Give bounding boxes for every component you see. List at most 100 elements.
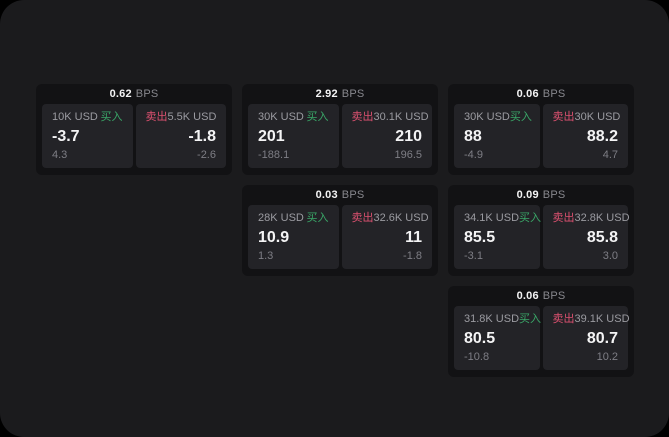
buy-amount-label: 30K USD — [464, 111, 510, 123]
buy-sub-value: -10.8 — [464, 351, 490, 363]
bps-header: 0.06 BPS — [448, 84, 634, 104]
buy-main-value: -3.7 — [52, 128, 80, 145]
buy-amount-label: 10K USD — [52, 111, 98, 123]
buy-main-value: 85.5 — [464, 229, 496, 246]
sell-main-value: 11 — [405, 229, 422, 246]
buy-main-value: 201 — [258, 128, 285, 145]
buy-sub-value: -4.9 — [464, 149, 483, 161]
quote-card-body: 34.1K USD 买入 85.5 -3.1 卖出 32.8K USD 85.8… — [448, 205, 634, 276]
buy-main-value: 80.5 — [464, 330, 496, 347]
sell-main-value: 80.7 — [586, 330, 618, 347]
sell-panel[interactable]: 卖出 30.1K USD 210 196.5 — [341, 104, 432, 168]
sell-panel-header: 卖出 32.6K USD — [351, 212, 429, 225]
bps-unit-label: BPS — [542, 290, 566, 302]
buy-sub-value: 4.3 — [52, 149, 68, 161]
sell-panel-header: 卖出 32.8K USD — [552, 212, 630, 225]
bps-value: 0.62 — [109, 88, 132, 100]
sell-main-value: 88.2 — [586, 128, 618, 145]
quote-card: 0.62 BPS 10K USD 买入 -3.7 4.3 卖出 5.5K USD… — [36, 84, 232, 175]
buy-side-label: 买入 — [519, 313, 542, 325]
buy-panel-header: 28K USD 买入 — [258, 212, 329, 225]
sell-side-label: 卖出 — [351, 111, 374, 123]
buy-panel[interactable]: 10K USD 买入 -3.7 4.3 — [42, 104, 133, 168]
sell-side-label: 卖出 — [552, 111, 575, 123]
bps-unit-label: BPS — [542, 88, 566, 100]
sell-amount-label: 30K USD — [574, 111, 621, 123]
quote-card-body: 30K USD 买入 88 -4.9 卖出 30K USD 88.2 4.7 — [448, 104, 634, 175]
sell-panel-header: 卖出 39.1K USD — [552, 313, 630, 326]
quote-card: 2.92 BPS 30K USD 买入 201 -188.1 卖出 30.1K … — [242, 84, 438, 175]
buy-sub-value: 1.3 — [258, 250, 274, 262]
quote-card: 0.03 BPS 28K USD 买入 10.9 1.3 卖出 32.6K US… — [242, 185, 438, 276]
bps-header: 0.62 BPS — [36, 84, 232, 104]
sell-panel-header: 卖出 30.1K USD — [351, 111, 429, 124]
buy-panel-header: 34.1K USD 买入 — [464, 212, 541, 225]
buy-amount-label: 34.1K USD — [464, 212, 520, 224]
sell-amount-label: 32.6K USD — [373, 212, 429, 224]
bps-value: 0.03 — [315, 189, 338, 201]
bps-unit-label: BPS — [341, 88, 365, 100]
bps-value: 0.09 — [516, 189, 539, 201]
quote-card: 0.06 BPS 30K USD 买入 88 -4.9 卖出 30K USD 8… — [448, 84, 634, 175]
sell-side-label: 卖出 — [351, 212, 374, 224]
buy-amount-label: 28K USD — [258, 212, 304, 224]
sell-amount-label: 32.8K USD — [574, 212, 630, 224]
quote-card: 0.06 BPS 31.8K USD 买入 80.5 -10.8 卖出 39.1… — [448, 286, 634, 377]
sell-panel-header: 卖出 5.5K USD — [146, 111, 217, 124]
sell-sub-value: 10.2 — [596, 351, 618, 363]
bps-header: 0.03 BPS — [242, 185, 438, 205]
sell-sub-value: 196.5 — [394, 149, 422, 161]
quote-card-body: 28K USD 买入 10.9 1.3 卖出 32.6K USD 11 -1.8 — [242, 205, 438, 276]
quote-cards-grid: 0.62 BPS 10K USD 买入 -3.7 4.3 卖出 5.5K USD… — [36, 84, 634, 377]
sell-amount-label: 5.5K USD — [167, 111, 217, 123]
buy-panel[interactable]: 30K USD 买入 88 -4.9 — [454, 104, 540, 168]
quote-card-body: 31.8K USD 买入 80.5 -10.8 卖出 39.1K USD 80.… — [448, 306, 634, 377]
buy-side-label: 买入 — [306, 212, 329, 224]
bps-unit-label: BPS — [135, 88, 159, 100]
sell-panel[interactable]: 卖出 30K USD 88.2 4.7 — [542, 104, 628, 168]
sell-sub-value: -1.8 — [403, 250, 422, 262]
buy-panel-header: 30K USD 买入 — [258, 111, 329, 124]
buy-side-label: 买入 — [100, 111, 123, 123]
bps-header: 0.09 BPS — [448, 185, 634, 205]
sell-amount-label: 39.1K USD — [574, 313, 630, 325]
sell-sub-value: -2.6 — [197, 149, 216, 161]
sell-side-label: 卖出 — [145, 111, 168, 123]
quote-card: 0.09 BPS 34.1K USD 买入 85.5 -3.1 卖出 32.8K… — [448, 185, 634, 276]
sell-panel[interactable]: 卖出 39.1K USD 80.7 10.2 — [542, 306, 630, 370]
buy-amount-label: 31.8K USD — [464, 313, 520, 325]
buy-side-label: 买入 — [519, 212, 542, 224]
bps-header: 0.06 BPS — [448, 286, 634, 306]
buy-panel[interactable]: 34.1K USD 买入 85.5 -3.1 — [454, 205, 541, 269]
quote-card-body: 30K USD 买入 201 -188.1 卖出 30.1K USD 210 1… — [242, 104, 438, 175]
bps-unit-label: BPS — [542, 189, 566, 201]
sell-main-value: 85.8 — [586, 229, 618, 246]
buy-side-label: 买入 — [509, 111, 532, 123]
sell-side-label: 卖出 — [552, 212, 575, 224]
buy-panel[interactable]: 31.8K USD 买入 80.5 -10.8 — [454, 306, 541, 370]
buy-sub-value: -188.1 — [258, 149, 290, 161]
sell-panel[interactable]: 卖出 32.6K USD 11 -1.8 — [341, 205, 432, 269]
sell-panel[interactable]: 卖出 5.5K USD -1.8 -2.6 — [135, 104, 226, 168]
bps-header: 2.92 BPS — [242, 84, 438, 104]
sell-panel-header: 卖出 30K USD — [552, 111, 621, 124]
buy-panel-header: 31.8K USD 买入 — [464, 313, 541, 326]
sell-side-label: 卖出 — [552, 313, 575, 325]
buy-amount-label: 30K USD — [258, 111, 304, 123]
sell-panel[interactable]: 卖出 32.8K USD 85.8 3.0 — [542, 205, 630, 269]
bps-unit-label: BPS — [341, 189, 365, 201]
sell-amount-label: 30.1K USD — [373, 111, 429, 123]
buy-panel-header: 10K USD 买入 — [52, 111, 123, 124]
buy-panel[interactable]: 28K USD 买入 10.9 1.3 — [248, 205, 339, 269]
quote-card-body: 10K USD 买入 -3.7 4.3 卖出 5.5K USD -1.8 -2.… — [36, 104, 232, 175]
buy-main-value: 10.9 — [258, 229, 290, 246]
buy-side-label: 买入 — [306, 111, 329, 123]
sell-sub-value: 4.7 — [602, 149, 618, 161]
buy-panel[interactable]: 30K USD 买入 201 -188.1 — [248, 104, 339, 168]
buy-sub-value: -3.1 — [464, 250, 483, 262]
buy-panel-header: 30K USD 买入 — [464, 111, 532, 124]
bps-value: 0.06 — [516, 290, 539, 302]
sell-sub-value: 3.0 — [602, 250, 618, 262]
